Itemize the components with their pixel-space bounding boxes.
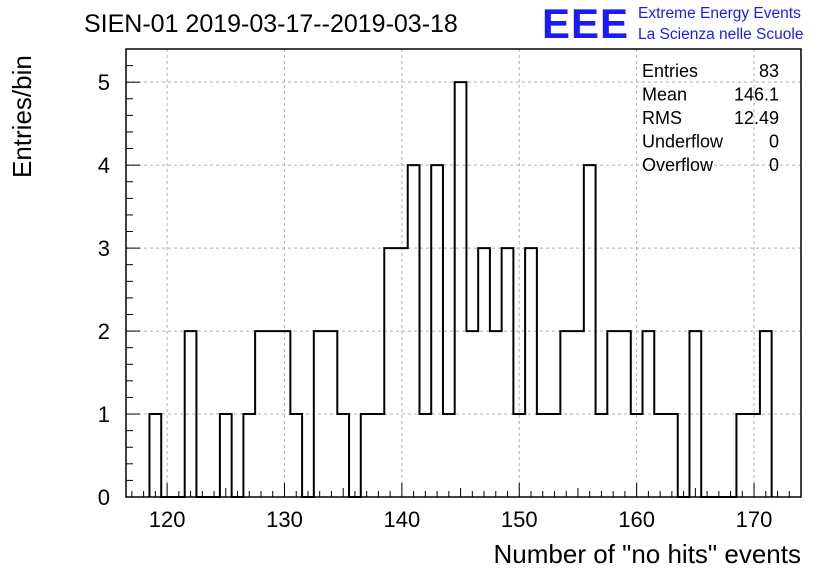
x-tick-label: 150 <box>501 507 538 532</box>
stats-value: 146.1 <box>734 85 779 105</box>
logo-line-2: La Scienza nelle Scuole <box>638 26 804 43</box>
stats-box: Entries 83 Mean 146.1 RMS 12.49 Underflow 0 Over… <box>642 61 779 175</box>
plot-frame <box>125 48 802 498</box>
stats-label: Entries <box>642 61 698 81</box>
y-tick-label: 1 <box>98 402 110 427</box>
stats-label: Overflow <box>642 155 714 175</box>
y-tick-label: 0 <box>98 485 110 510</box>
grid-lines <box>126 49 801 497</box>
histogram-outline <box>148 81 773 498</box>
eee-logo: EEE Extreme Energy Events La Scienza nel… <box>542 2 832 46</box>
stats-label: RMS <box>642 108 682 128</box>
logo-line-1: Extreme Energy Events <box>638 5 801 22</box>
stats-value: 0 <box>769 132 779 152</box>
axis-ticks <box>126 48 802 498</box>
axis-tick-labels: 120 130 140 150 160 170 0 1 2 3 4 5 <box>98 70 773 532</box>
stats-value: 83 <box>759 61 779 81</box>
x-tick-label: 140 <box>384 507 421 532</box>
x-tick-label: 170 <box>736 507 773 532</box>
x-tick-label: 130 <box>266 507 303 532</box>
y-axis-label: Entries/bin <box>7 55 37 178</box>
eee-logo-mark: EEE <box>542 0 630 47</box>
y-tick-label: 4 <box>98 153 110 178</box>
y-tick-label: 3 <box>98 236 110 261</box>
x-tick-label: 120 <box>149 507 186 532</box>
stats-value: 0 <box>769 155 779 175</box>
y-tick-label: 5 <box>98 70 110 95</box>
stats-label: Underflow <box>642 132 724 152</box>
y-tick-label: 2 <box>98 319 110 344</box>
x-axis-label: Number of "no hits" events <box>494 539 802 569</box>
chart-title: SIEN-01 2019-03-17--2019-03-18 <box>84 10 458 38</box>
x-tick-label: 160 <box>618 507 655 532</box>
stats-value: 12.49 <box>734 108 779 128</box>
stats-label: Mean <box>642 85 687 105</box>
